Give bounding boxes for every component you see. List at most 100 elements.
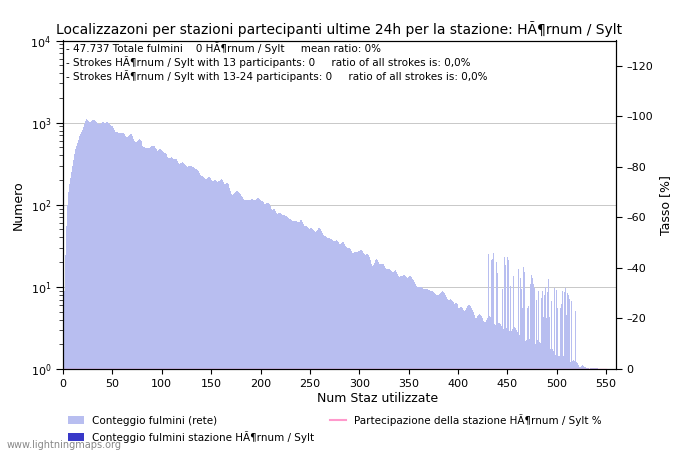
Bar bbox=[184, 164, 185, 450]
Bar bbox=[103, 122, 104, 450]
Bar bbox=[427, 289, 428, 450]
Bar bbox=[241, 196, 242, 450]
Bar bbox=[235, 192, 237, 450]
Bar bbox=[569, 299, 570, 450]
Bar bbox=[384, 266, 386, 450]
Bar bbox=[454, 303, 456, 450]
Bar bbox=[440, 293, 441, 450]
Bar bbox=[130, 134, 131, 450]
Bar bbox=[167, 157, 168, 450]
Bar bbox=[221, 179, 223, 450]
Bar bbox=[589, 369, 590, 450]
Text: - 47.737 Totale fulmini    0 HÃ¶rnum / Sylt     mean ratio: 0%
- Strokes HÃ¶rnum: - 47.737 Totale fulmini 0 HÃ¶rnum / Sylt… bbox=[66, 42, 487, 82]
Bar bbox=[588, 368, 589, 450]
Bar bbox=[418, 287, 419, 450]
Bar bbox=[281, 215, 283, 450]
Bar bbox=[547, 292, 548, 450]
Bar bbox=[363, 253, 364, 450]
Bar bbox=[404, 275, 405, 450]
Bar bbox=[274, 209, 275, 450]
Bar bbox=[514, 328, 516, 450]
Bar bbox=[374, 260, 375, 450]
Bar bbox=[495, 325, 496, 450]
Bar bbox=[314, 231, 315, 450]
Bar bbox=[153, 146, 154, 450]
Bar bbox=[91, 121, 92, 450]
Bar bbox=[125, 136, 126, 450]
Bar bbox=[237, 191, 238, 450]
Bar bbox=[162, 151, 163, 450]
Bar bbox=[118, 133, 119, 450]
Bar bbox=[83, 127, 84, 450]
Bar bbox=[269, 204, 270, 450]
Bar bbox=[302, 222, 304, 450]
Bar bbox=[464, 311, 466, 450]
Title: Localizzazoni per stazioni partecipanti ultime 24h per la stazione: HÃ¶rnum / Sy: Localizzazoni per stazioni partecipanti … bbox=[57, 21, 622, 36]
Bar bbox=[327, 238, 328, 450]
Bar bbox=[160, 149, 161, 450]
Bar bbox=[336, 240, 337, 450]
Bar bbox=[372, 266, 374, 450]
Bar bbox=[328, 238, 329, 450]
Bar bbox=[107, 122, 108, 450]
Bar bbox=[358, 252, 359, 450]
Bar bbox=[177, 161, 178, 450]
Bar bbox=[113, 128, 114, 450]
Bar bbox=[292, 221, 293, 450]
Bar bbox=[297, 222, 298, 450]
Bar bbox=[568, 296, 569, 450]
Bar bbox=[480, 315, 481, 450]
Bar bbox=[436, 295, 437, 450]
Bar bbox=[506, 328, 507, 450]
Text: Num Staz utilizzate: Num Staz utilizzate bbox=[317, 392, 439, 405]
Bar bbox=[595, 368, 596, 450]
Bar bbox=[491, 261, 492, 450]
Bar bbox=[330, 239, 331, 450]
Bar bbox=[119, 133, 120, 450]
Bar bbox=[475, 318, 476, 450]
Bar bbox=[88, 121, 89, 450]
Bar bbox=[321, 231, 322, 450]
Bar bbox=[577, 363, 578, 450]
Bar bbox=[253, 200, 254, 450]
Bar bbox=[290, 220, 292, 450]
Bar bbox=[263, 202, 264, 450]
Bar bbox=[250, 200, 251, 450]
Bar bbox=[76, 146, 77, 450]
Y-axis label: Tasso [%]: Tasso [%] bbox=[659, 175, 672, 235]
Bar bbox=[132, 139, 134, 450]
Bar bbox=[386, 269, 387, 450]
Bar bbox=[346, 247, 347, 450]
Bar bbox=[150, 147, 151, 450]
Bar bbox=[578, 365, 579, 450]
Bar bbox=[191, 166, 192, 450]
Bar bbox=[182, 162, 183, 450]
Bar bbox=[382, 264, 384, 450]
Bar bbox=[166, 154, 167, 450]
Bar bbox=[284, 216, 285, 450]
Bar bbox=[172, 158, 173, 450]
Bar bbox=[347, 248, 348, 450]
Bar bbox=[482, 319, 483, 450]
Bar bbox=[155, 148, 156, 450]
Bar bbox=[392, 272, 393, 450]
Bar bbox=[393, 272, 394, 450]
Bar bbox=[456, 304, 458, 450]
Bar bbox=[214, 180, 215, 450]
Bar bbox=[560, 307, 561, 450]
Bar bbox=[116, 132, 117, 450]
Bar bbox=[339, 243, 340, 450]
Bar bbox=[183, 163, 184, 450]
Bar bbox=[444, 295, 446, 450]
Bar bbox=[225, 184, 226, 450]
Bar bbox=[428, 289, 429, 450]
Bar bbox=[196, 169, 197, 450]
Bar bbox=[417, 287, 418, 450]
Bar bbox=[498, 323, 499, 450]
Bar bbox=[318, 229, 319, 450]
Bar bbox=[395, 270, 396, 450]
Bar bbox=[148, 148, 149, 450]
Bar bbox=[561, 304, 562, 450]
Bar bbox=[447, 300, 449, 450]
Bar bbox=[574, 360, 575, 450]
